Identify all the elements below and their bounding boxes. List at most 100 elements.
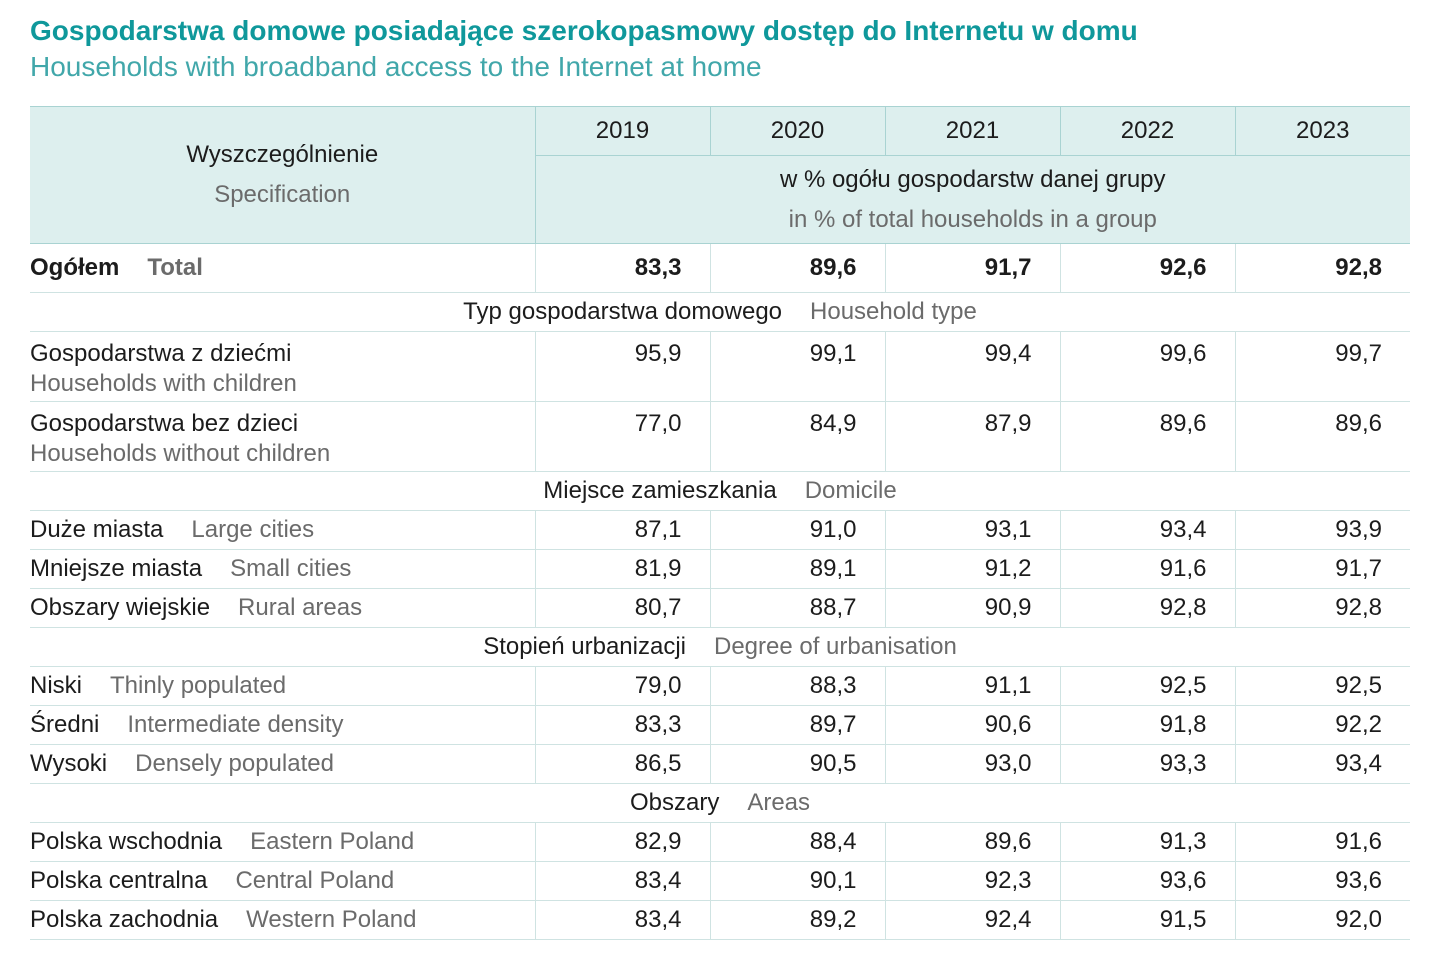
value-2022: 91,3 (1059, 822, 1235, 862)
value-2022: 93,4 (1059, 510, 1235, 550)
row-large-cities: Duże miasta Large cities 87,1 91,0 93,1 9… (30, 510, 1410, 550)
section-title-pl: Typ gospodarstwa domowego (463, 298, 783, 325)
value-2019: 80,7 (534, 588, 710, 628)
value-2020: 88,3 (709, 666, 885, 706)
value-2019: 79,0 (534, 666, 710, 706)
row-label-en: Total (147, 254, 203, 281)
value-2022: 92,8 (1059, 588, 1235, 628)
value-2019: 83,4 (534, 861, 710, 901)
row-label: Wysoki Densely populated (30, 744, 535, 784)
row-label-pl: Gospodarstwa bez dzieci (30, 410, 299, 437)
value-2020: 90,5 (709, 744, 885, 784)
value-2022: 92,6 (1059, 243, 1235, 293)
row-label-pl: Ogółem (30, 254, 120, 281)
value-2023: 89,6 (1234, 401, 1410, 472)
row-label: Niski Thinly populated (30, 666, 535, 706)
row-label-en: Eastern Poland (250, 828, 415, 855)
row-label: Gospodarstwa z dziećmi Households with c… (30, 331, 535, 402)
row-thinly-populated: Niski Thinly populated 79,0 88,3 91,1 92,… (30, 666, 1410, 706)
value-2019: 95,9 (534, 331, 710, 402)
section-title: Obszary Areas (30, 783, 1410, 823)
row-label-en: Intermediate density (127, 711, 344, 738)
section-header-domicile: Miejsce zamieszkania Domicile (30, 471, 1410, 511)
year-header-2022: 2022 (1059, 106, 1235, 156)
section-title-pl: Stopień urbanizacji (483, 633, 686, 660)
value-2023: 92,0 (1234, 900, 1410, 940)
row-label-pl: Wysoki (30, 750, 108, 777)
row-label-en: Central Poland (235, 867, 395, 894)
value-2022: 91,5 (1059, 900, 1235, 940)
value-2020: 84,9 (709, 401, 885, 472)
row-small-cities: Mniejsze miasta Small cities 81,9 89,1 91… (30, 549, 1410, 589)
section-title-en: Degree of urbanisation (713, 633, 957, 660)
header-row-years: Wyszczególnienie Specification 2019 2020… (30, 106, 1410, 244)
row-label-en: Large cities (191, 516, 315, 543)
value-2021: 91,1 (884, 666, 1060, 706)
value-2019: 86,5 (534, 744, 710, 784)
value-2022: 91,8 (1059, 705, 1235, 745)
value-2022: 91,6 (1059, 549, 1235, 589)
value-2021: 90,9 (884, 588, 1060, 628)
value-2020: 90,1 (709, 861, 885, 901)
value-2020: 89,1 (709, 549, 885, 589)
value-2022: 93,6 (1059, 861, 1235, 901)
row-label-en: Densely populated (135, 750, 334, 777)
value-2020: 88,4 (709, 822, 885, 862)
broadband-access-table: Wyszczególnienie Specification 2019 2020… (30, 106, 1410, 940)
year-header-2023: 2023 (1234, 106, 1410, 156)
unit-header-pl: w % ogółu gospodarstw danej grupy (779, 165, 1166, 193)
value-2023: 92,2 (1234, 705, 1410, 745)
value-2023: 91,6 (1234, 822, 1410, 862)
row-label-pl: Polska centralna (30, 867, 208, 894)
section-header-household-type: Typ gospodarstwa domowego Household type (30, 292, 1410, 332)
value-2021: 93,0 (884, 744, 1060, 784)
value-2019: 83,3 (534, 243, 710, 293)
specification-header-pl: Wyszczególnienie (186, 141, 379, 168)
value-2019: 83,4 (534, 900, 710, 940)
value-2021: 89,6 (884, 822, 1060, 862)
value-2021: 91,7 (884, 243, 1060, 293)
row-label-pl: Średni (30, 711, 100, 738)
row-label: Polska centralna Central Poland (30, 861, 535, 901)
row-label-pl: Polska zachodnia (30, 906, 219, 933)
value-2019: 87,1 (534, 510, 710, 550)
section-title: Stopień urbanizacji Degree of urbanisatio… (30, 627, 1410, 667)
unit-header: w % ogółu gospodarstw danej grupy in % o… (534, 155, 1410, 244)
year-header-2019: 2019 (534, 106, 710, 156)
row-households-without-children: Gospodarstwa bez dzieci Households witho… (30, 401, 1410, 472)
page-subtitle: Households with broadband access to the … (30, 51, 762, 82)
row-central-poland: Polska centralna Central Poland 83,4 90,1… (30, 861, 1410, 901)
section-title-en: Areas (747, 789, 811, 816)
row-label: Ogółem Total (30, 243, 535, 293)
row-label-pl: Duże miasta (30, 516, 164, 543)
section-title: Typ gospodarstwa domowego Household type (30, 292, 1410, 332)
section-header-areas: Obszary Areas (30, 783, 1410, 823)
row-label-en: Western Poland (246, 906, 417, 933)
value-2021: 99,4 (884, 331, 1060, 402)
row-households-with-children: Gospodarstwa z dziećmi Households with c… (30, 331, 1410, 402)
value-2020: 89,6 (709, 243, 885, 293)
value-2020: 89,7 (709, 705, 885, 745)
value-2020: 89,2 (709, 900, 885, 940)
specification-header-en: Specification (214, 181, 351, 208)
page-title: Gospodarstwa domowe posiadające szerokop… (30, 15, 1138, 46)
row-label: Polska wschodnia Eastern Poland (30, 822, 535, 862)
section-title-en: Household type (810, 298, 977, 325)
table-header: Wyszczególnienie Specification 2019 2020… (30, 106, 1410, 244)
row-label-en: Small cities (230, 555, 352, 582)
row-intermediate-density: Średni Intermediate density 83,3 89,7 90,… (30, 705, 1410, 745)
row-label-en: Rural areas (238, 594, 363, 621)
header-row-unit: w % ogółu gospodarstw danej grupy in % o… (30, 155, 1410, 244)
value-2023: 93,4 (1234, 744, 1410, 784)
specification-header: Wyszczególnienie Specification (30, 106, 535, 244)
row-label-en: Households with children (30, 370, 297, 397)
value-2019: 77,0 (534, 401, 710, 472)
value-2023: 92,8 (1234, 243, 1410, 293)
row-rural-areas: Obszary wiejskie Rural areas 80,7 88,7 90… (30, 588, 1410, 628)
year-header-2020: 2020 (709, 106, 885, 156)
row-label: Polska zachodnia Western Poland (30, 900, 535, 940)
value-2023: 93,6 (1234, 861, 1410, 901)
value-2020: 99,1 (709, 331, 885, 402)
section-title: Miejsce zamieszkania Domicile (30, 471, 1410, 511)
row-eastern-poland: Polska wschodnia Eastern Poland 82,9 88,4… (30, 822, 1410, 862)
